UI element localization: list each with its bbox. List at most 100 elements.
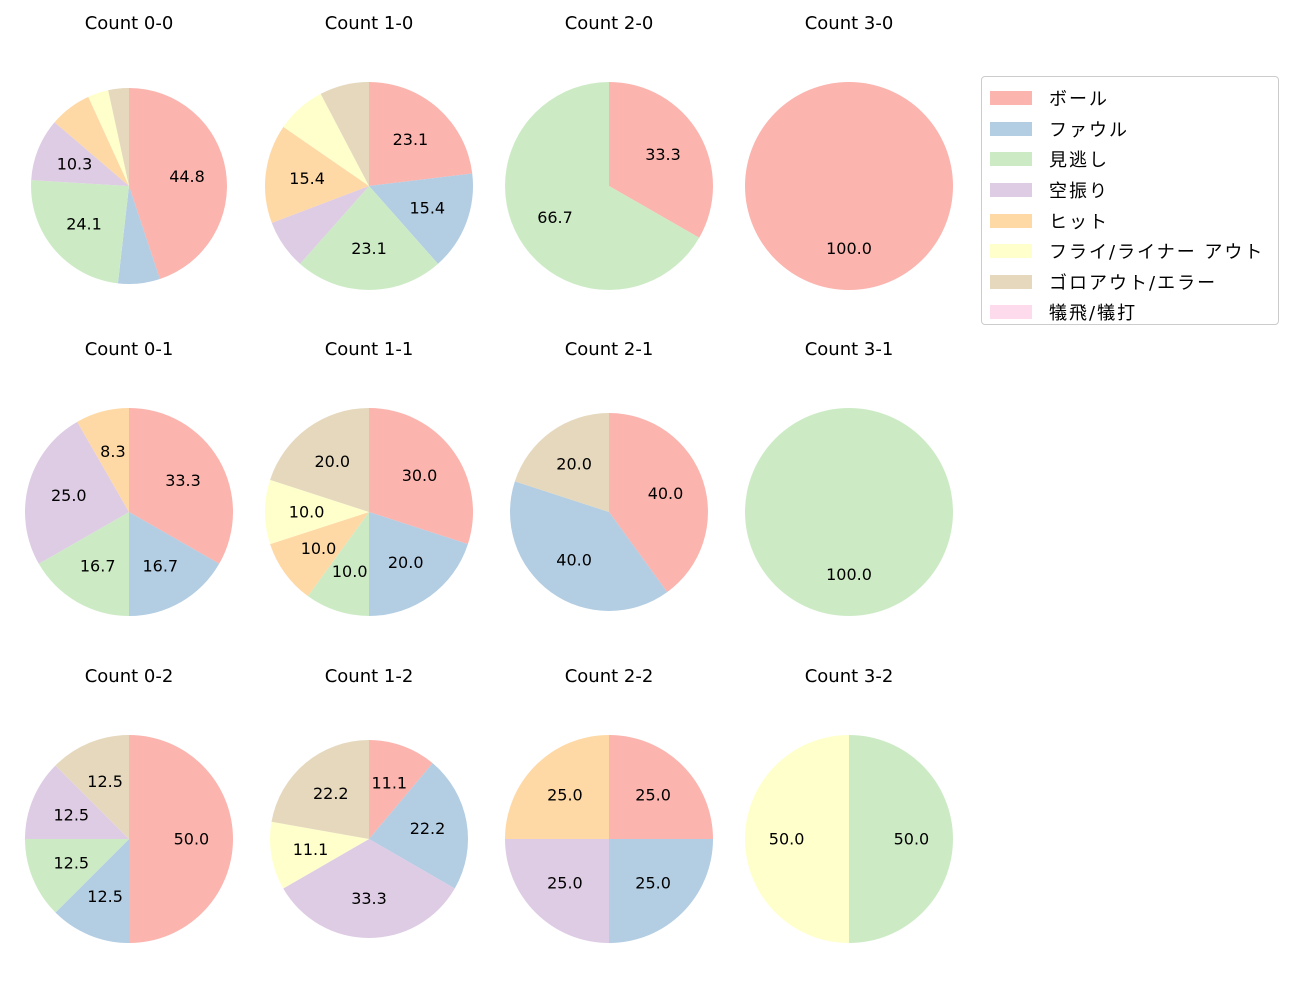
pie-slice-7 xyxy=(108,88,129,186)
pie-slice-1 xyxy=(369,408,474,545)
pie-percent-label: 12.5 xyxy=(87,772,123,791)
pie-count-2-1: Count 2-1 40.0 40.0 20.0 xyxy=(510,339,708,611)
pie-title: Count 2-0 xyxy=(565,13,654,34)
pie-percent-label: 44.8 xyxy=(169,167,205,186)
legend-label: ゴロアウト/エラー xyxy=(1049,272,1218,294)
pie-percent-label: 100.0 xyxy=(826,565,872,584)
pie-title: Count 0-2 xyxy=(85,666,174,687)
pie-slice-6 xyxy=(88,90,129,186)
legend-swatch xyxy=(990,244,1032,259)
pie-percent-label: 16.7 xyxy=(80,557,116,576)
legend-item: 空振り xyxy=(982,175,1278,206)
pie-slice-5 xyxy=(270,512,369,597)
legend-item: ゴロアウト/エラー xyxy=(982,267,1278,298)
pie-slice-7 xyxy=(271,740,369,839)
pie-title: Count 2-2 xyxy=(565,666,654,687)
pie-slice-4 xyxy=(25,765,129,839)
pie-title: Count 1-1 xyxy=(325,339,414,360)
pie-slice-1 xyxy=(369,82,473,186)
pie-count-0-0: Count 0-0 44.8 24.1 10.3 xyxy=(31,13,227,284)
legend-label: ボール xyxy=(1049,89,1109,111)
pie-percent-label: 16.7 xyxy=(142,557,178,576)
pie-percent-label: 50.0 xyxy=(894,830,930,849)
pie-percent-label: 10.0 xyxy=(289,503,325,522)
pie-percent-label: 25.0 xyxy=(547,785,583,804)
pie-percent-label: 15.4 xyxy=(409,199,445,218)
pie-slice-3 xyxy=(849,735,953,943)
legend-item: ファウル xyxy=(982,114,1278,145)
pie-title: Count 1-0 xyxy=(325,13,414,34)
pie-percent-label: 22.2 xyxy=(410,819,446,838)
pie-percent-label: 40.0 xyxy=(556,551,592,570)
pie-count-1-0: Count 1-0 23.1 15.4 23.1 15.4 xyxy=(265,13,473,291)
pie-percent-label: 20.0 xyxy=(388,553,424,572)
pie-slice-1 xyxy=(609,413,708,593)
legend-label: 見逃し xyxy=(1049,150,1109,172)
pie-slice-3 xyxy=(300,186,438,291)
pie-slice-2 xyxy=(369,173,473,264)
pie-percent-label: 25.0 xyxy=(635,785,671,804)
pie-slice-5 xyxy=(265,126,369,223)
legend-item: 見逃し xyxy=(982,144,1278,175)
pie-slice-1 xyxy=(129,88,227,279)
pie-slice-6 xyxy=(745,735,849,943)
pie-slice-1 xyxy=(129,408,234,564)
pie-slice-3 xyxy=(25,839,129,913)
legend-label: 空振り xyxy=(1049,181,1109,203)
pie-slice-1 xyxy=(745,82,953,290)
pie-count-1-2: Count 1-2 11.1 22.2 33.3 11.1 22.2 xyxy=(269,666,469,939)
pie-slice-5 xyxy=(505,735,609,839)
pie-percent-label: 22.2 xyxy=(313,784,349,803)
pie-slice-2 xyxy=(55,839,129,943)
pie-count-2-0: Count 2-0 33.3 66.7 xyxy=(505,13,714,290)
legend-item: フライ/ライナー アウト xyxy=(982,236,1278,267)
pie-percent-label: 25.0 xyxy=(547,874,583,893)
pie-slice-6 xyxy=(269,821,369,889)
pie-slice-4 xyxy=(271,186,369,264)
pie-count-3-2: Count 3-2 50.0 50.0 xyxy=(745,666,953,943)
legend-label: フライ/ライナー アウト xyxy=(1049,242,1265,264)
pie-percent-label: 12.5 xyxy=(53,853,89,872)
pie-title: Count 3-2 xyxy=(805,666,894,687)
legend-item: 犠飛/犠打 xyxy=(982,297,1278,328)
pie-title: Count 0-0 xyxy=(85,13,174,34)
pie-slice-3 xyxy=(505,82,700,290)
pie-percent-label: 12.5 xyxy=(53,806,89,825)
pie-slice-4 xyxy=(505,839,609,943)
pie-title: Count 1-2 xyxy=(325,666,414,687)
pie-slice-3 xyxy=(745,408,953,616)
pie-slice-5 xyxy=(54,96,129,186)
legend-label: 犠飛/犠打 xyxy=(1049,303,1138,325)
pie-slice-2 xyxy=(369,512,468,616)
pie-percent-label: 24.1 xyxy=(66,214,102,233)
pie-percent-label: 11.1 xyxy=(293,840,329,859)
pie-count-2-2: Count 2-2 25.0 25.0 25.0 25.0 xyxy=(505,666,713,943)
pie-slice-7 xyxy=(514,413,609,512)
pie-slice-1 xyxy=(369,739,433,839)
pie-percent-label: 40.0 xyxy=(648,484,684,503)
pie-percent-label: 25.0 xyxy=(51,486,87,505)
legend-swatch xyxy=(990,274,1032,289)
pie-count-1-1: Count 1-1 30.0 20.0 10.0 10.0 10.0 20.0 xyxy=(264,339,474,616)
pie-slice-2 xyxy=(369,763,469,889)
legend-swatch xyxy=(990,305,1032,320)
pie-percent-label: 50.0 xyxy=(174,830,210,849)
pie-percent-label: 25.0 xyxy=(635,874,671,893)
pie-slice-2 xyxy=(129,512,220,616)
pie-count-3-1: Count 3-1 100.0 xyxy=(745,339,953,616)
legend-swatch xyxy=(990,121,1032,136)
pie-slice-4 xyxy=(283,839,455,939)
pie-percent-label: 33.3 xyxy=(645,145,681,164)
legend-swatch xyxy=(990,213,1032,228)
legend-item: ボール xyxy=(982,83,1278,114)
pie-slice-7 xyxy=(270,408,369,512)
legend-label: ファウル xyxy=(1049,119,1129,141)
pie-title: Count 2-1 xyxy=(565,339,654,360)
pie-slice-2 xyxy=(117,186,160,284)
legend-swatch xyxy=(990,91,1032,106)
legend: ボール ファウル 見逃し 空振り ヒット フライ/ライナー アウト ゴロアウト/エラー 犠飛/… xyxy=(981,76,1279,325)
pie-title: Count 3-0 xyxy=(805,13,894,34)
pie-slice-5 xyxy=(77,408,129,512)
pie-percent-label: 10.0 xyxy=(301,539,337,558)
